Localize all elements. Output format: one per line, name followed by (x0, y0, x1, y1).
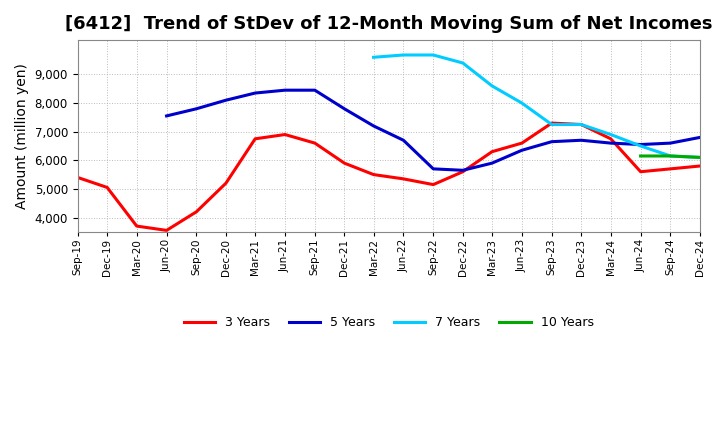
Legend: 3 Years, 5 Years, 7 Years, 10 Years: 3 Years, 5 Years, 7 Years, 10 Years (179, 311, 598, 334)
Line: 3 Years: 3 Years (78, 123, 700, 231)
Line: 7 Years: 7 Years (374, 55, 700, 158)
Line: 10 Years: 10 Years (641, 156, 700, 158)
Line: 5 Years: 5 Years (166, 90, 700, 170)
Y-axis label: Amount (million yen): Amount (million yen) (15, 63, 29, 209)
Title: [6412]  Trend of StDev of 12-Month Moving Sum of Net Incomes: [6412] Trend of StDev of 12-Month Moving… (65, 15, 713, 33)
